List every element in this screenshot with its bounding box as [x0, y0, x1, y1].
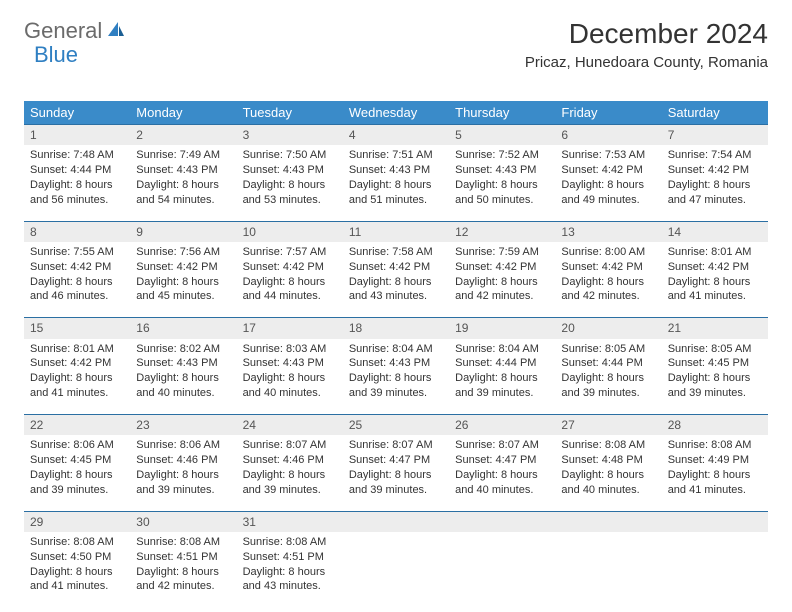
day-detail-cell: Sunrise: 7:58 AMSunset: 4:42 PMDaylight:…: [343, 242, 449, 318]
day-detail-cell: Sunrise: 7:57 AMSunset: 4:42 PMDaylight:…: [237, 242, 343, 318]
day-number-cell: 22: [24, 415, 130, 436]
day-number-cell: 5: [449, 125, 555, 146]
day-detail-cell: [662, 532, 768, 608]
day-number-cell: 29: [24, 511, 130, 532]
detail-row: Sunrise: 8:06 AMSunset: 4:45 PMDaylight:…: [24, 435, 768, 511]
day-detail-cell: [343, 532, 449, 608]
weekday-header: Monday: [130, 101, 236, 125]
day-number-cell: 2: [130, 125, 236, 146]
day-detail-cell: Sunrise: 7:59 AMSunset: 4:42 PMDaylight:…: [449, 242, 555, 318]
day-number-cell: 4: [343, 125, 449, 146]
day-number-cell: 30: [130, 511, 236, 532]
day-number-cell: 13: [555, 221, 661, 242]
day-number-cell: 11: [343, 221, 449, 242]
weekday-header: Thursday: [449, 101, 555, 125]
day-detail-cell: Sunrise: 7:50 AMSunset: 4:43 PMDaylight:…: [237, 145, 343, 221]
day-number-cell: 20: [555, 318, 661, 339]
day-detail-cell: Sunrise: 8:08 AMSunset: 4:49 PMDaylight:…: [662, 435, 768, 511]
day-number-cell: 7: [662, 125, 768, 146]
day-detail-cell: Sunrise: 7:51 AMSunset: 4:43 PMDaylight:…: [343, 145, 449, 221]
day-detail-cell: Sunrise: 8:00 AMSunset: 4:42 PMDaylight:…: [555, 242, 661, 318]
day-number-cell: 19: [449, 318, 555, 339]
day-detail-cell: Sunrise: 8:01 AMSunset: 4:42 PMDaylight:…: [662, 242, 768, 318]
calendar-table: Sunday Monday Tuesday Wednesday Thursday…: [24, 101, 768, 608]
day-detail-cell: Sunrise: 7:49 AMSunset: 4:43 PMDaylight:…: [130, 145, 236, 221]
day-number-cell: 16: [130, 318, 236, 339]
weekday-header: Friday: [555, 101, 661, 125]
weekday-header: Sunday: [24, 101, 130, 125]
detail-row: Sunrise: 7:55 AMSunset: 4:42 PMDaylight:…: [24, 242, 768, 318]
day-detail-cell: Sunrise: 7:52 AMSunset: 4:43 PMDaylight:…: [449, 145, 555, 221]
logo: General: [24, 18, 128, 44]
weekday-header: Saturday: [662, 101, 768, 125]
day-number-cell: 1: [24, 125, 130, 146]
weekday-header-row: Sunday Monday Tuesday Wednesday Thursday…: [24, 101, 768, 125]
day-detail-cell: Sunrise: 8:07 AMSunset: 4:47 PMDaylight:…: [343, 435, 449, 511]
day-detail-cell: Sunrise: 8:08 AMSunset: 4:51 PMDaylight:…: [130, 532, 236, 608]
day-number-cell: 25: [343, 415, 449, 436]
day-number-cell: 28: [662, 415, 768, 436]
day-detail-cell: Sunrise: 8:01 AMSunset: 4:42 PMDaylight:…: [24, 339, 130, 415]
daynum-row: 15161718192021: [24, 318, 768, 339]
day-number-cell: [343, 511, 449, 532]
month-title: December 2024: [525, 18, 768, 50]
detail-row: Sunrise: 8:08 AMSunset: 4:50 PMDaylight:…: [24, 532, 768, 608]
location: Pricaz, Hunedoara County, Romania: [525, 54, 768, 71]
day-number-cell: 6: [555, 125, 661, 146]
day-number-cell: [555, 511, 661, 532]
day-detail-cell: [555, 532, 661, 608]
day-number-cell: 9: [130, 221, 236, 242]
day-detail-cell: Sunrise: 8:07 AMSunset: 4:47 PMDaylight:…: [449, 435, 555, 511]
day-number-cell: 17: [237, 318, 343, 339]
header: General December 2024 Pricaz, Hunedoara …: [24, 18, 768, 71]
day-detail-cell: Sunrise: 8:08 AMSunset: 4:51 PMDaylight:…: [237, 532, 343, 608]
day-detail-cell: Sunrise: 8:02 AMSunset: 4:43 PMDaylight:…: [130, 339, 236, 415]
day-number-cell: 27: [555, 415, 661, 436]
day-number-cell: [449, 511, 555, 532]
day-detail-cell: Sunrise: 8:06 AMSunset: 4:45 PMDaylight:…: [24, 435, 130, 511]
day-number-cell: 10: [237, 221, 343, 242]
day-detail-cell: Sunrise: 7:54 AMSunset: 4:42 PMDaylight:…: [662, 145, 768, 221]
day-number-cell: 23: [130, 415, 236, 436]
day-detail-cell: Sunrise: 8:08 AMSunset: 4:48 PMDaylight:…: [555, 435, 661, 511]
title-block: December 2024 Pricaz, Hunedoara County, …: [525, 18, 768, 71]
day-number-cell: [662, 511, 768, 532]
day-detail-cell: Sunrise: 7:48 AMSunset: 4:44 PMDaylight:…: [24, 145, 130, 221]
logo-text-blue: Blue: [34, 42, 78, 67]
calendar-body: 1234567Sunrise: 7:48 AMSunset: 4:44 PMDa…: [24, 125, 768, 608]
day-number-cell: 24: [237, 415, 343, 436]
detail-row: Sunrise: 7:48 AMSunset: 4:44 PMDaylight:…: [24, 145, 768, 221]
day-detail-cell: Sunrise: 8:07 AMSunset: 4:46 PMDaylight:…: [237, 435, 343, 511]
day-number-cell: 31: [237, 511, 343, 532]
day-number-cell: 21: [662, 318, 768, 339]
daynum-row: 22232425262728: [24, 415, 768, 436]
day-detail-cell: Sunrise: 8:04 AMSunset: 4:43 PMDaylight:…: [343, 339, 449, 415]
day-detail-cell: Sunrise: 8:08 AMSunset: 4:50 PMDaylight:…: [24, 532, 130, 608]
day-number-cell: 15: [24, 318, 130, 339]
day-number-cell: 18: [343, 318, 449, 339]
day-number-cell: 8: [24, 221, 130, 242]
day-detail-cell: Sunrise: 8:05 AMSunset: 4:45 PMDaylight:…: [662, 339, 768, 415]
day-number-cell: 3: [237, 125, 343, 146]
day-number-cell: 26: [449, 415, 555, 436]
day-number-cell: 14: [662, 221, 768, 242]
logo-sail-icon: [106, 20, 126, 43]
day-detail-cell: [449, 532, 555, 608]
day-detail-cell: Sunrise: 8:05 AMSunset: 4:44 PMDaylight:…: [555, 339, 661, 415]
weekday-header: Tuesday: [237, 101, 343, 125]
day-number-cell: 12: [449, 221, 555, 242]
day-detail-cell: Sunrise: 7:56 AMSunset: 4:42 PMDaylight:…: [130, 242, 236, 318]
daynum-row: 293031: [24, 511, 768, 532]
daynum-row: 891011121314: [24, 221, 768, 242]
day-detail-cell: Sunrise: 8:04 AMSunset: 4:44 PMDaylight:…: [449, 339, 555, 415]
daynum-row: 1234567: [24, 125, 768, 146]
day-detail-cell: Sunrise: 7:53 AMSunset: 4:42 PMDaylight:…: [555, 145, 661, 221]
day-detail-cell: Sunrise: 7:55 AMSunset: 4:42 PMDaylight:…: [24, 242, 130, 318]
day-detail-cell: Sunrise: 8:03 AMSunset: 4:43 PMDaylight:…: [237, 339, 343, 415]
logo-text-general: General: [24, 18, 102, 44]
detail-row: Sunrise: 8:01 AMSunset: 4:42 PMDaylight:…: [24, 339, 768, 415]
logo-blue-text-wrap: Blue: [34, 42, 78, 68]
weekday-header: Wednesday: [343, 101, 449, 125]
day-detail-cell: Sunrise: 8:06 AMSunset: 4:46 PMDaylight:…: [130, 435, 236, 511]
